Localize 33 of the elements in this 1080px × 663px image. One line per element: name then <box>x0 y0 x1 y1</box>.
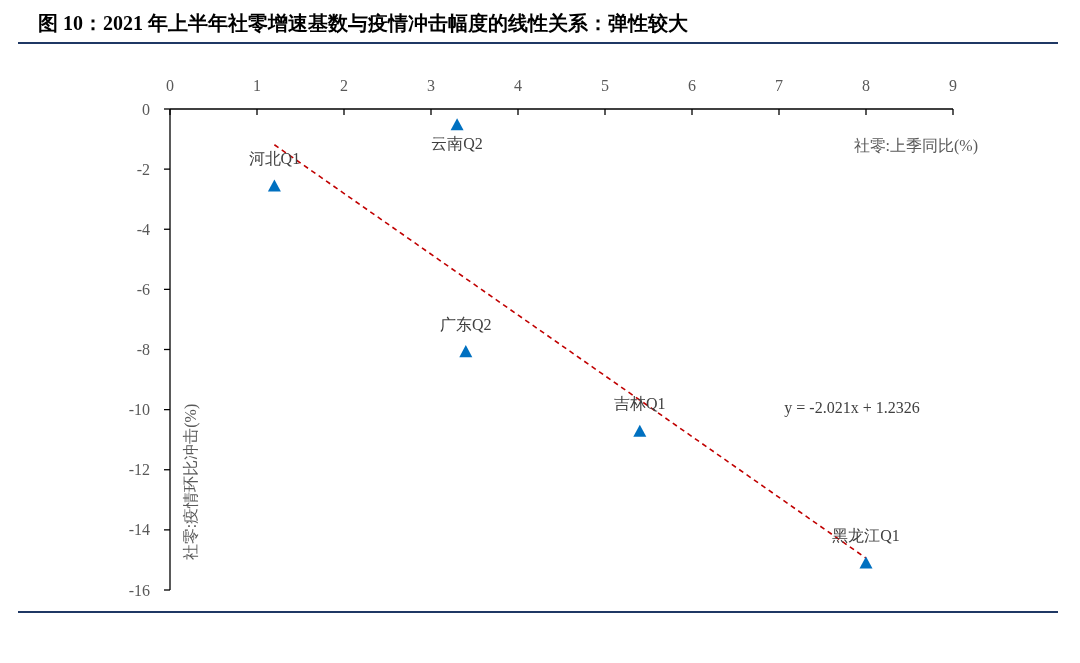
x-tick-label: 1 <box>253 77 261 94</box>
point <box>633 424 647 437</box>
x-tick-label: 3 <box>427 77 435 94</box>
x-tick-label: 0 <box>166 77 174 94</box>
point <box>459 345 473 358</box>
annotation: 广东Q2 <box>440 315 492 333</box>
chart-title: 图 10：2021 年上半年社零增速基数与疫情冲击幅度的线性关系：弹性较大 <box>38 12 689 34</box>
y-tick-label: -10 <box>128 401 150 419</box>
x-tick-label: 7 <box>775 77 783 94</box>
annotation: 云南Q2 <box>431 134 483 152</box>
y-axis-title: 社零:疫情环比冲击(%) <box>182 403 200 561</box>
annotation: 吉林Q1 <box>614 395 666 413</box>
annotation: y = -2.021x + 1.2326 <box>784 398 920 417</box>
x-tick-label: 2 <box>340 77 348 94</box>
y-tick-label: -14 <box>128 521 150 539</box>
annotation: 河北Q1 <box>248 149 301 167</box>
y-tick-label: -16 <box>128 581 150 599</box>
x-tick-label: 8 <box>862 77 870 94</box>
x-axis-title: 社零:上季同比(%) <box>853 137 978 155</box>
point <box>450 118 464 131</box>
y-tick-label: -2 <box>136 160 150 178</box>
x-tick-label: 9 <box>949 77 957 94</box>
x-tick-label: 6 <box>688 77 696 94</box>
y-tick-label: -6 <box>136 280 150 298</box>
x-tick-label: 5 <box>601 77 609 94</box>
y-tick-label: -12 <box>128 461 150 479</box>
y-tick-label: -8 <box>136 341 150 358</box>
y-tick-label: 0 <box>142 100 150 118</box>
point <box>859 556 873 569</box>
x-tick-label: 4 <box>514 77 522 94</box>
annotation: 黑龙江Q1 <box>832 526 900 544</box>
y-tick-label: -4 <box>136 220 150 238</box>
point <box>267 179 281 192</box>
